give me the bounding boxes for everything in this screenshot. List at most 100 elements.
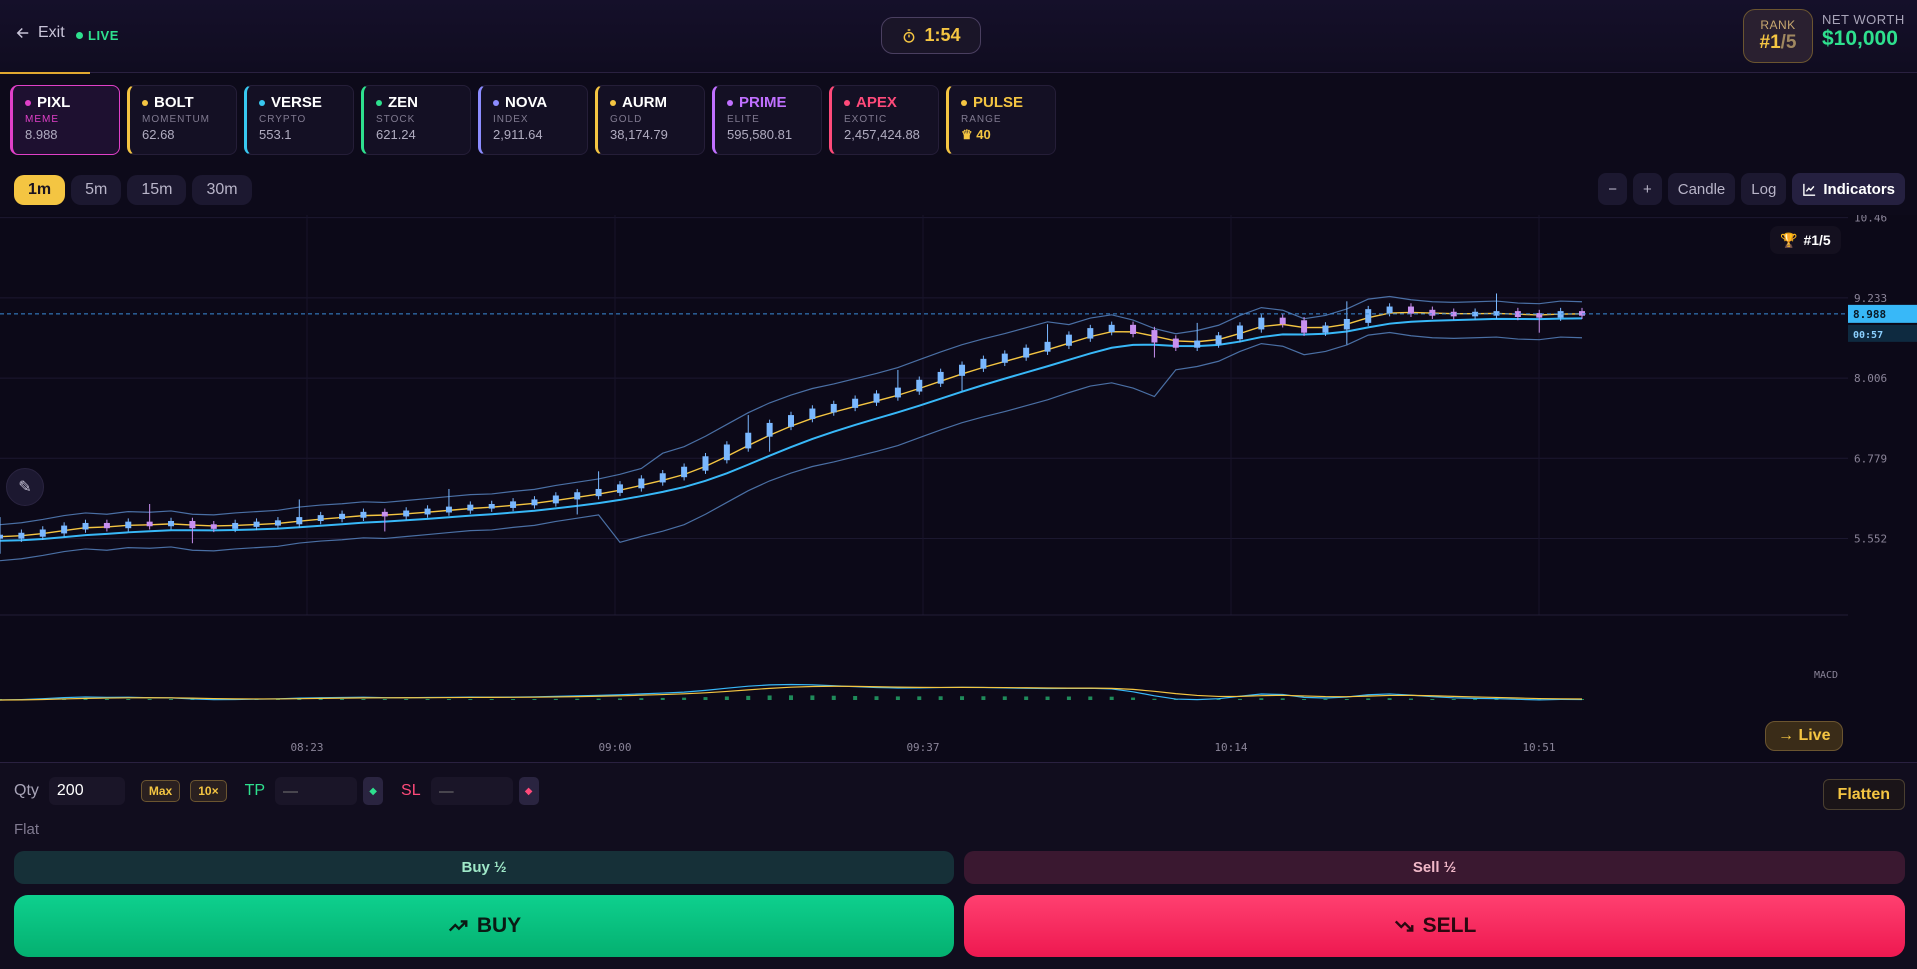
exit-button[interactable]: Exit [14, 24, 65, 42]
candle-body [1087, 328, 1094, 339]
candle-body [1172, 338, 1179, 348]
asset-name: APEX [844, 94, 938, 111]
sl-stepper-icon[interactable]: ◆ [518, 777, 539, 805]
candle-body [1493, 311, 1500, 316]
round-timer: 1:54 [881, 17, 981, 54]
candle-body [1322, 325, 1329, 333]
candle-body [339, 513, 346, 520]
timeframe-5m[interactable]: 5m [71, 175, 122, 205]
asset-price: 621.24 [376, 127, 416, 142]
macd-bar [1387, 698, 1392, 700]
candle-body [916, 379, 923, 392]
candle-body [18, 532, 25, 539]
macd-bar [468, 699, 473, 700]
tp-input[interactable] [275, 777, 358, 805]
candle-body [745, 432, 752, 449]
candle-body [959, 364, 966, 376]
asset-tab-apex[interactable]: APEX EXOTIC 2,457,424.88 [829, 85, 939, 155]
zoom-in-button[interactable]: + [1632, 173, 1662, 205]
macd-bar [361, 699, 366, 700]
macd-bar [1088, 696, 1093, 700]
sell-button[interactable]: SELL [964, 895, 1905, 957]
asset-price-row: 2,911.64 [493, 127, 587, 142]
asset-tab-pixl[interactable]: PIXL MEME 8.988 [10, 85, 120, 155]
qty-input[interactable] [48, 777, 125, 805]
candle-toggle[interactable]: Candle [1667, 173, 1736, 205]
asset-type: EXOTIC [844, 114, 888, 125]
price-chart[interactable]: 10.46 9.233 8.006 6.779 5.552 08:23 09:00 09:37… [0, 215, 1917, 762]
asset-tab-zen[interactable]: ZEN STOCK 621.24 [361, 85, 471, 155]
zoom-out-button[interactable]: − [1598, 173, 1627, 205]
asset-tab-prime[interactable]: PRIME ELITE 595,580.81 [712, 85, 822, 155]
position-status: Flat [14, 821, 40, 838]
macd-bar [853, 696, 858, 700]
asset-tab-verse[interactable]: VERSE CRYPTO 553.1 [244, 85, 354, 155]
macd-bar [831, 695, 836, 700]
timeframe-1m[interactable]: 1m [14, 175, 66, 205]
asset-tab-nova[interactable]: NOVA INDEX 2,911.64 [478, 85, 588, 155]
asset-price: 553.1 [259, 127, 292, 142]
candle-body [1450, 311, 1457, 317]
candle-body [103, 522, 110, 529]
macd-bar [1344, 699, 1349, 700]
buy-label: BUY [476, 914, 522, 937]
macd-bar [767, 695, 772, 700]
go-live-button[interactable]: → Live [1765, 721, 1844, 751]
sell-half-button[interactable]: Sell ½ [964, 851, 1905, 884]
macd-bar [169, 699, 174, 700]
timeframe-30m[interactable]: 30m [192, 175, 252, 205]
candle-body [1236, 325, 1243, 340]
candle-body [574, 492, 581, 500]
indicators-button[interactable]: Indicators [1792, 173, 1905, 205]
asset-price: 2,457,424.88 [844, 127, 920, 142]
asset-price-row: 8.988 [25, 127, 119, 142]
chart-rank-text: #1/5 [1803, 232, 1831, 248]
net-worth-label: NET WORTH [1822, 12, 1905, 27]
crown-icon: ♛ [961, 127, 973, 142]
asset-name-text: BOLT [154, 94, 194, 111]
macd-bar [1408, 698, 1413, 700]
asset-price-row: ♛ 40 [961, 127, 1055, 143]
multiplier-button[interactable]: 10× [190, 780, 227, 802]
asset-name-text: PRIME [739, 94, 787, 111]
candle-body [82, 522, 89, 530]
flatten-button[interactable]: Flatten [1822, 779, 1905, 810]
macd-bar [639, 698, 644, 700]
asset-tab-aurm[interactable]: AURM GOLD 38,174.79 [595, 85, 705, 155]
asset-name-text: NOVA [505, 94, 548, 111]
asset-tab-pulse[interactable]: PULSE RANGE ♛ 40 [946, 85, 1056, 155]
candle-body [1301, 320, 1308, 333]
macd-bar [1494, 699, 1499, 700]
x-tick-label: 08:23 [290, 741, 323, 754]
macd-bar [874, 696, 879, 700]
asset-type: STOCK [376, 114, 416, 125]
buy-button[interactable]: BUY [14, 895, 954, 957]
y-tick-label: 10.46 [1854, 215, 1887, 225]
log-toggle[interactable]: Log [1741, 173, 1787, 205]
y-tick-label: 8.006 [1854, 372, 1887, 385]
candle-body [61, 525, 68, 534]
rank-label: RANK [1760, 18, 1796, 32]
ema-slow-line [0, 317, 1583, 542]
max-button[interactable]: Max [140, 780, 181, 802]
pencil-icon[interactable]: ✎ [6, 468, 44, 506]
candle-body [381, 511, 388, 517]
asset-name-text: VERSE [271, 94, 322, 111]
asset-name-text: ZEN [388, 94, 418, 111]
macd-bar [1045, 696, 1050, 700]
macd-bar [532, 699, 537, 700]
live-badge: LIVE [76, 28, 119, 43]
tp-stepper-icon[interactable]: ◆ [363, 777, 384, 805]
candle-body [253, 521, 260, 527]
countdown-tag [1848, 324, 1917, 342]
buy-half-button[interactable]: Buy ½ [14, 851, 954, 884]
sl-input[interactable] [430, 777, 513, 805]
candle-body [937, 371, 944, 384]
candle-body [39, 529, 46, 537]
rank-total: /5 [1780, 32, 1797, 53]
timeframe-15m[interactable]: 15m [127, 175, 187, 205]
asset-tab-bolt[interactable]: BOLT MOMENTUM 62.68 [127, 85, 237, 155]
qty-label: Qty [14, 782, 39, 799]
asset-dot-icon [25, 99, 31, 106]
candle-body [445, 506, 452, 513]
